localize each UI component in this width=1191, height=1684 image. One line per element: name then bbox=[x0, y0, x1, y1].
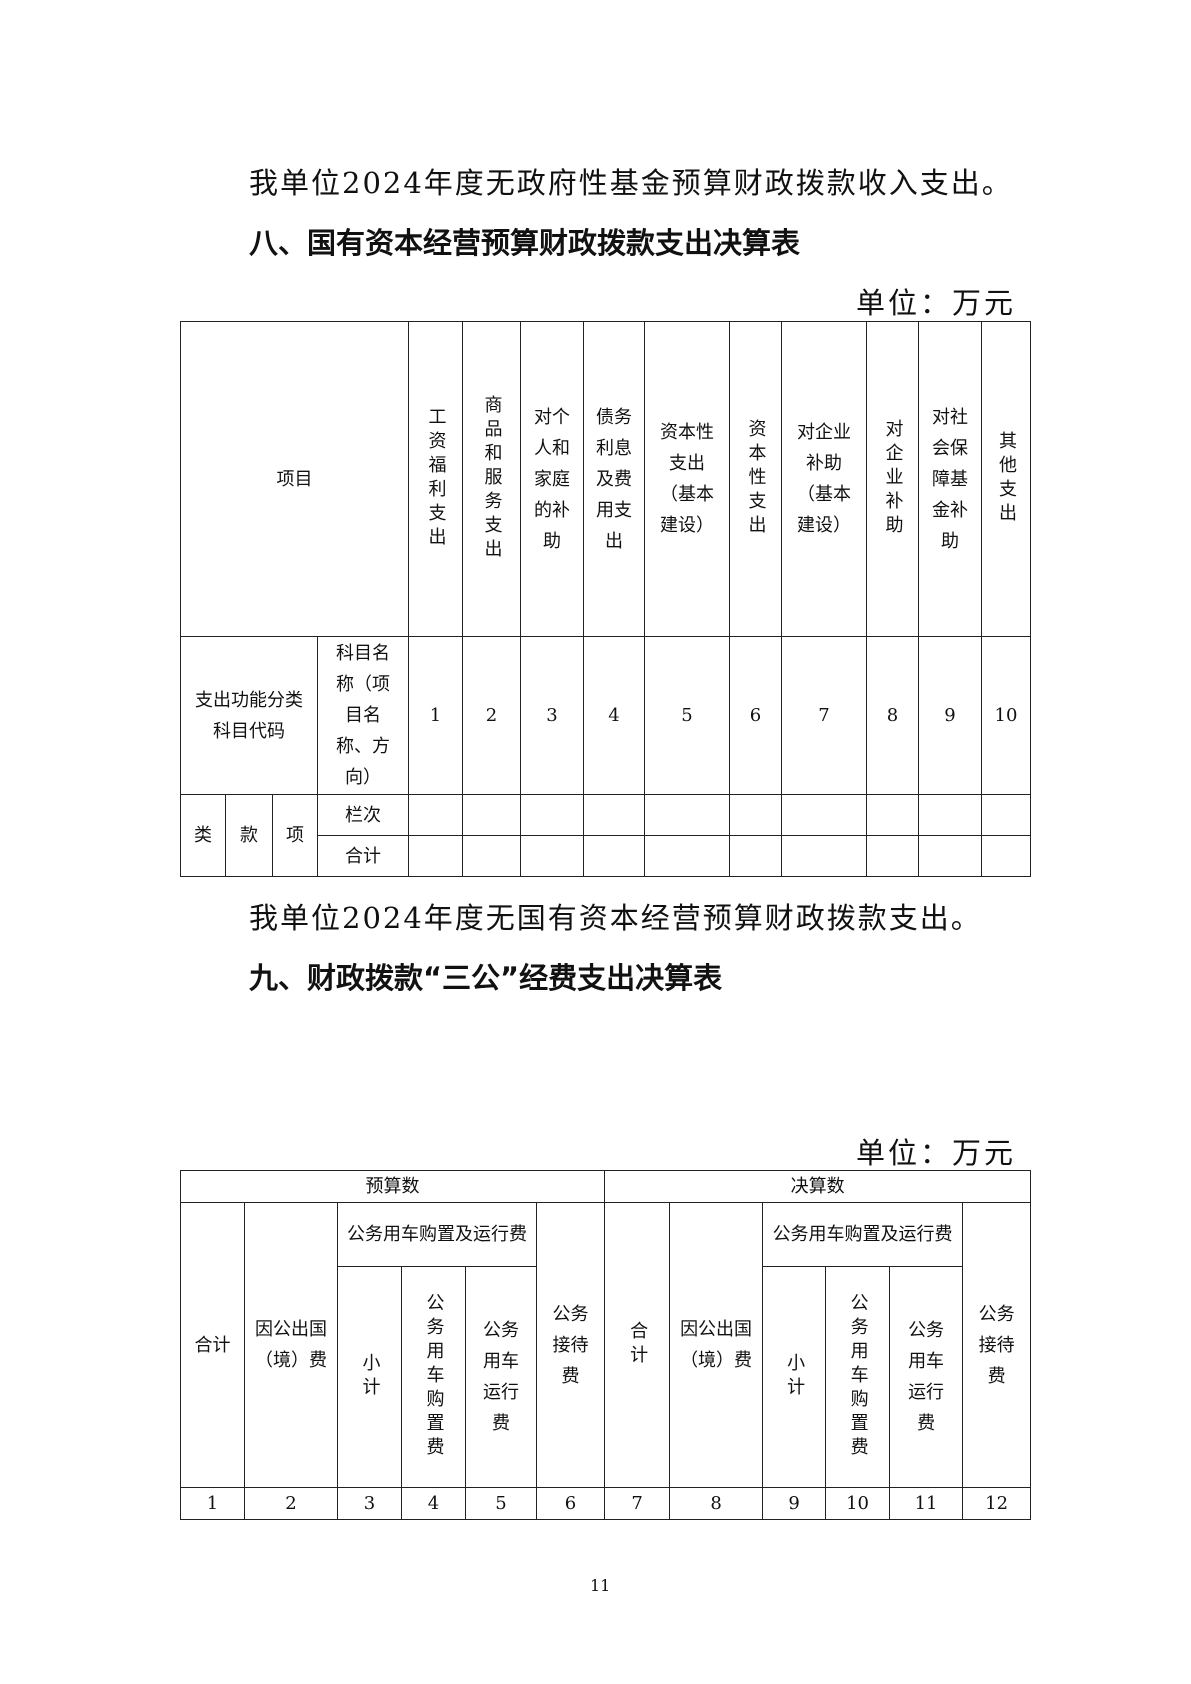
subtotal-header: 小计 bbox=[359, 1353, 381, 1401]
col-number: 10 bbox=[981, 636, 1031, 795]
total-row: 合计 bbox=[181, 835, 1031, 877]
final-header: 决算数 bbox=[604, 1170, 1032, 1203]
kuan-label: 款 bbox=[225, 794, 273, 877]
abroad-header: 因公出国（境）费 bbox=[669, 1202, 764, 1488]
lanci-row: 类 款 项 栏次 bbox=[180, 794, 1031, 877]
col-number: 6 bbox=[535, 1487, 606, 1520]
col-header: 资本性支出 bbox=[745, 419, 767, 539]
col-number: 4 bbox=[583, 636, 645, 795]
budget-header: 预算数 bbox=[179, 1170, 606, 1203]
group-header-row: 预算数 决算数 bbox=[179, 1170, 1032, 1203]
col-number: 8 bbox=[669, 1487, 764, 1520]
col-number: 3 bbox=[337, 1487, 402, 1520]
page-number: 11 bbox=[590, 1576, 611, 1595]
subtotal-header: 小计 bbox=[784, 1353, 806, 1401]
header-row: 项目 工资福利支出 商品和服务支出 对个人和家庭的补助 债务利息及费用支出 资本… bbox=[180, 321, 1031, 637]
column-number-row: 支出功能分类科目代码 科目名称（项目名称、方向） 1 2 3 4 5 6 7 8… bbox=[180, 636, 1031, 795]
col-number: 2 bbox=[244, 1487, 338, 1520]
lei-label: 类 bbox=[180, 794, 226, 877]
car-group-header: 公务用车购置及运行费 bbox=[337, 1202, 537, 1267]
total-header: 合计 bbox=[627, 1321, 649, 1369]
col-header: 对个人和家庭的补助 bbox=[520, 321, 584, 637]
car-run-header: 公务用车运行费 bbox=[889, 1266, 964, 1488]
xiang-label: 项 bbox=[272, 794, 318, 877]
subject-name-label: 科目名称（项目名称、方向） bbox=[317, 636, 409, 795]
car-run-header: 公务用车运行费 bbox=[465, 1266, 537, 1488]
col-number: 2 bbox=[462, 636, 521, 795]
col-number: 8 bbox=[866, 636, 919, 795]
reception-header: 公务接待费 bbox=[535, 1202, 606, 1488]
section-heading-9: 九、财政拨款“三公”经费支出决算表 bbox=[249, 961, 723, 995]
col-number: 6 bbox=[729, 636, 782, 795]
col-number: 9 bbox=[762, 1487, 827, 1520]
section-heading-8: 八、国有资本经营预算财政拨款支出决算表 bbox=[249, 226, 801, 260]
col-header: 对企业补助（基本建设） bbox=[781, 321, 867, 637]
col-number: 4 bbox=[401, 1487, 466, 1520]
col-header: 对企业补助 bbox=[882, 419, 904, 539]
lanci-label: 栏次 bbox=[317, 794, 409, 836]
col-number: 1 bbox=[180, 1487, 245, 1520]
col-number: 9 bbox=[918, 636, 982, 795]
paragraph-no-state-capital: 我单位2024年度无国有资本经营预算财政拨款支出。 bbox=[249, 901, 982, 935]
func-code-label: 支出功能分类科目代码 bbox=[180, 636, 318, 795]
col-number: 1 bbox=[408, 636, 463, 795]
state-capital-table: 项目 工资福利支出 商品和服务支出 对个人和家庭的补助 债务利息及费用支出 资本… bbox=[180, 321, 1031, 877]
col-number: 5 bbox=[644, 636, 730, 795]
unit-label-2: 单位：万元 bbox=[855, 1136, 1016, 1170]
col-header: 对社会保障基金补助 bbox=[918, 321, 982, 637]
col-number: 12 bbox=[962, 1487, 1032, 1520]
col-number: 7 bbox=[604, 1487, 671, 1520]
total-label: 合计 bbox=[317, 835, 409, 877]
project-header: 项目 bbox=[180, 321, 409, 637]
col-header: 商品和服务支出 bbox=[481, 395, 503, 563]
car-purchase-header: 公务用车购置费 bbox=[847, 1293, 869, 1461]
total-header: 合计 bbox=[180, 1202, 245, 1488]
reception-header: 公务接待费 bbox=[962, 1202, 1032, 1488]
col-header: 其他支出 bbox=[996, 431, 1017, 527]
col-header: 债务利息及费用支出 bbox=[583, 321, 645, 637]
col-header: 资本性支出（基本建设） bbox=[644, 321, 730, 637]
col-number: 7 bbox=[781, 636, 867, 795]
col-header: 工资福利支出 bbox=[425, 407, 447, 551]
car-purchase-header: 公务用车购置费 bbox=[423, 1293, 445, 1461]
unit-label: 单位：万元 bbox=[855, 286, 1016, 320]
column-number-row: 1 2 3 4 5 6 7 8 9 10 11 12 bbox=[180, 1487, 1032, 1520]
col-number: 5 bbox=[465, 1487, 537, 1520]
three-public-expenses-table: 预算数 决算数 合计 因公出国（境）费 公务用车购置及运行费 公务接待费 合计 … bbox=[179, 1170, 1032, 1520]
col-number: 11 bbox=[889, 1487, 964, 1520]
car-group-header: 公务用车购置及运行费 bbox=[762, 1202, 964, 1267]
paragraph-no-gov-fund: 我单位2024年度无政府性基金预算财政拨款收入支出。 bbox=[249, 166, 1013, 200]
col-number: 3 bbox=[520, 636, 584, 795]
col-number: 10 bbox=[825, 1487, 891, 1520]
abroad-header: 因公出国（境）费 bbox=[244, 1202, 338, 1488]
